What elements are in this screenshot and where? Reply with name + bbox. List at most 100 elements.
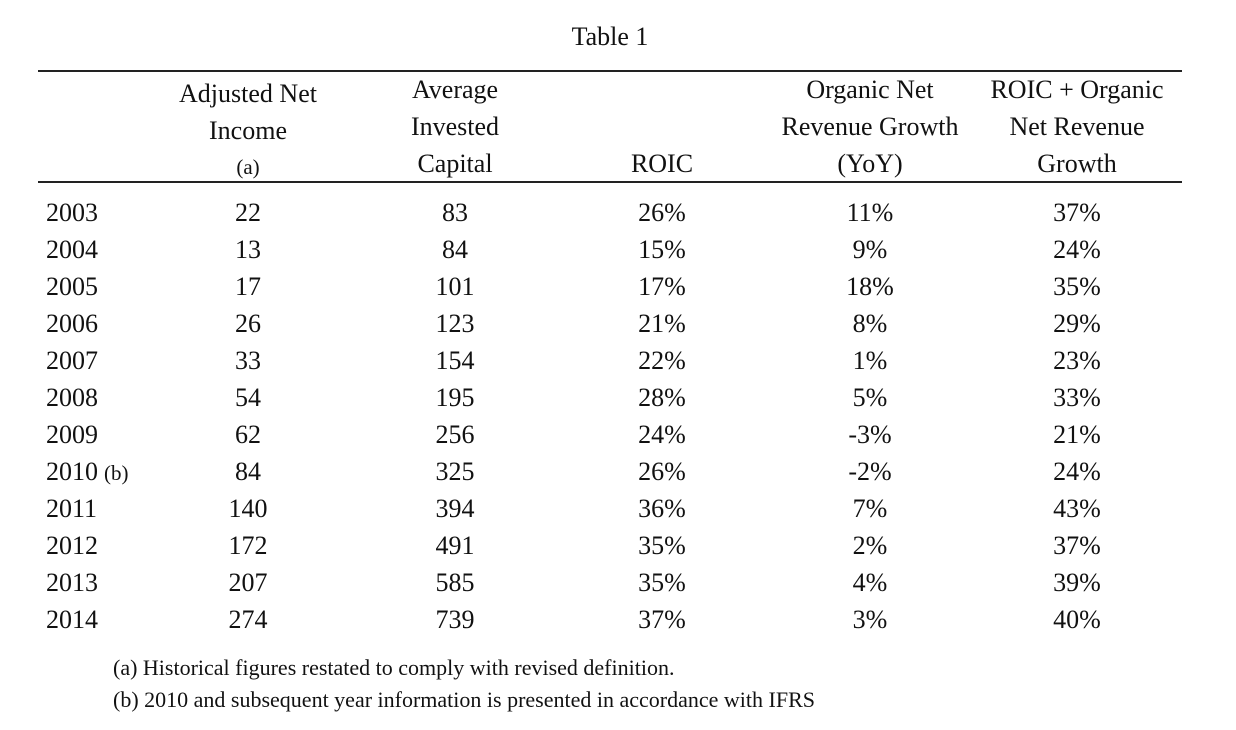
year-cell: 2006 — [46, 305, 104, 344]
organic-growth-cell: 9% — [852, 235, 888, 264]
adjusted-net-income-cell: 22 — [235, 198, 261, 227]
roic-plus-growth-cell: 39% — [1053, 568, 1101, 597]
adjusted-net-income-cell: 207 — [228, 568, 268, 597]
invested-capital-cell: 394 — [435, 494, 475, 523]
table-row: 2010 (b) 84 325 26% -2% 24% — [38, 453, 1182, 490]
roic-plus-growth-cell: 24% — [1053, 235, 1101, 264]
header-line: Capital — [417, 149, 493, 178]
roic-cell: 17% — [638, 272, 686, 301]
roic-cell: 24% — [638, 420, 686, 449]
year-label: 2013 — [46, 568, 98, 597]
roic-plus-growth-cell: 24% — [1053, 457, 1101, 486]
organic-growth-cell: 3% — [852, 605, 888, 634]
organic-growth-cell: 11% — [846, 198, 894, 227]
organic-growth-cell: 18% — [846, 272, 894, 301]
roic-cell: 35% — [638, 568, 686, 597]
invested-capital-cell: 83 — [442, 198, 468, 227]
header-roic-plus-organic-growth: ROIC + Organic Net Revenue Growth — [967, 71, 1187, 182]
roic-plus-growth-cell: 29% — [1053, 309, 1101, 338]
organic-growth-cell: 7% — [852, 494, 888, 523]
table-row: 2003 22 83 26% 11% 37% — [38, 194, 1182, 231]
roic-cell: 21% — [638, 309, 686, 338]
header-line: Revenue Growth — [781, 112, 959, 141]
header-line: Income — [209, 116, 287, 145]
table-row: 2011 140 394 36% 7% 43% — [38, 490, 1182, 527]
roic-cell: 15% — [638, 235, 686, 264]
organic-growth-cell: 2% — [852, 531, 888, 560]
table-row: 2009 62 256 24% -3% 21% — [38, 416, 1182, 453]
roic-plus-growth-cell: 37% — [1053, 531, 1101, 560]
header-organic-net-revenue-growth: Organic Net Revenue Growth (YoY) — [760, 71, 980, 182]
roic-plus-growth-cell: 43% — [1053, 494, 1101, 523]
roic-plus-growth-cell: 35% — [1053, 272, 1101, 301]
year-label: 2007 — [46, 346, 98, 375]
table-row: 2012 172 491 35% 2% 37% — [38, 527, 1182, 564]
header-line: Net Revenue — [1009, 112, 1145, 141]
header-adjusted-net-income: Adjusted Net Income (a) — [148, 75, 348, 186]
year-cell: 2004 — [46, 231, 104, 270]
invested-capital-cell: 325 — [435, 457, 475, 486]
header-line: ROIC — [630, 149, 694, 178]
invested-capital-cell: 195 — [435, 383, 475, 412]
organic-growth-cell: 5% — [852, 383, 888, 412]
invested-capital-cell: 154 — [435, 346, 475, 375]
header-line: ROIC + Organic — [990, 75, 1164, 104]
top-rule — [38, 70, 1182, 72]
adjusted-net-income-cell: 172 — [228, 531, 268, 560]
organic-growth-cell: 4% — [852, 568, 888, 597]
adjusted-net-income-cell: 17 — [235, 272, 261, 301]
year-cell: 2007 — [46, 342, 104, 381]
footnote-b: (b) 2010 and subsequent year information… — [113, 687, 815, 712]
table-row: 2005 17 101 17% 18% 35% — [38, 268, 1182, 305]
year-cell: 2003 — [46, 194, 104, 233]
year-note: (b) — [104, 461, 129, 485]
roic-plus-growth-cell: 33% — [1053, 383, 1101, 412]
invested-capital-cell: 84 — [442, 235, 468, 264]
organic-growth-cell: 8% — [852, 309, 888, 338]
year-cell: 2014 — [46, 601, 104, 640]
header-average-invested-capital: Average Invested Capital — [355, 71, 555, 182]
adjusted-net-income-cell: 26 — [235, 309, 261, 338]
adjusted-net-income-cell: 13 — [235, 235, 261, 264]
table-row: 2014 274 739 37% 3% 40% — [38, 601, 1182, 638]
year-label: 2003 — [46, 198, 98, 227]
roic-plus-growth-cell: 23% — [1053, 346, 1101, 375]
year-label: 2011 — [46, 494, 98, 523]
roic-cell: 26% — [638, 198, 686, 227]
organic-growth-cell: -3% — [848, 420, 892, 449]
header-roic: ROIC — [562, 145, 762, 182]
header-line: Invested — [410, 112, 500, 141]
year-cell: 2008 — [46, 379, 104, 418]
header-line: Adjusted Net — [179, 79, 317, 108]
adjusted-net-income-cell: 54 — [235, 383, 261, 412]
header-rule — [38, 181, 1182, 183]
year-label: 2008 — [46, 383, 98, 412]
table-row: 2008 54 195 28% 5% 33% — [38, 379, 1182, 416]
invested-capital-cell: 739 — [435, 605, 475, 634]
adjusted-net-income-cell: 62 — [235, 420, 261, 449]
organic-growth-cell: 1% — [852, 346, 888, 375]
roic-cell: 26% — [638, 457, 686, 486]
year-cell: 2009 — [46, 416, 104, 455]
year-label: 2006 — [46, 309, 98, 338]
invested-capital-cell: 585 — [435, 568, 475, 597]
invested-capital-cell: 256 — [435, 420, 475, 449]
roic-cell: 35% — [638, 531, 686, 560]
year-cell: 2005 — [46, 268, 104, 307]
table-row: 2007 33 154 22% 1% 23% — [38, 342, 1182, 379]
year-label: 2009 — [46, 420, 98, 449]
year-cell: 2011 — [46, 490, 103, 529]
roic-plus-growth-cell: 40% — [1053, 605, 1101, 634]
year-label: 2005 — [46, 272, 98, 301]
header-line: (YoY) — [837, 149, 903, 178]
header-line: Growth — [1037, 149, 1117, 178]
year-cell: 2013 — [46, 564, 104, 603]
roic-plus-growth-cell: 37% — [1053, 198, 1101, 227]
year-label: 2012 — [46, 531, 98, 560]
header-line: Organic Net — [806, 75, 934, 104]
invested-capital-cell: 123 — [435, 309, 475, 338]
year-label: 2004 — [46, 235, 98, 264]
adjusted-net-income-cell: 274 — [228, 605, 268, 634]
roic-cell: 28% — [638, 383, 686, 412]
year-label: 2010 — [46, 457, 98, 486]
